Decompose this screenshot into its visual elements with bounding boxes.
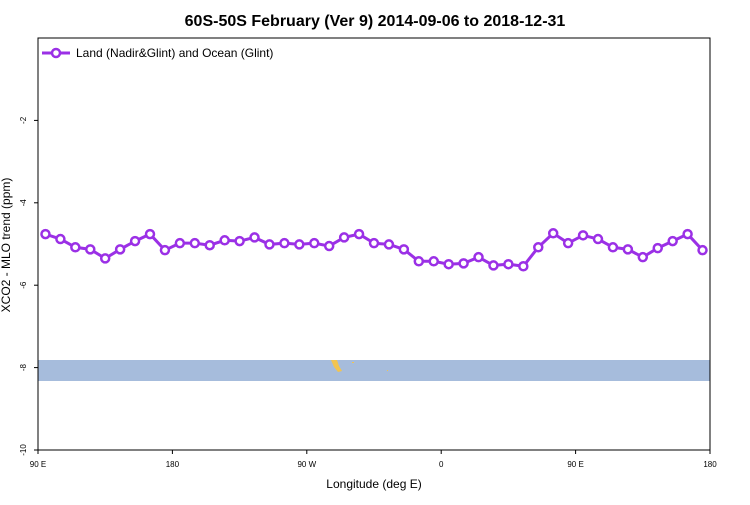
point	[338, 232, 350, 243]
point	[144, 228, 156, 240]
x-tick-label: 0	[439, 460, 444, 469]
point	[40, 228, 51, 240]
point	[114, 244, 126, 255]
x-tick-label: 90 E	[567, 460, 583, 469]
y-tick-label: -2	[19, 116, 28, 124]
point	[428, 256, 439, 267]
point	[518, 260, 529, 272]
point	[353, 228, 365, 240]
y-tick-label: -8	[19, 363, 28, 371]
point	[279, 237, 290, 249]
point	[85, 244, 96, 255]
point	[458, 258, 469, 269]
point	[473, 251, 484, 263]
legend-marker	[50, 47, 62, 59]
point	[323, 240, 335, 252]
point	[294, 239, 305, 250]
point	[70, 242, 81, 253]
land-patch	[331, 360, 342, 372]
point	[622, 244, 634, 255]
map-band	[38, 360, 710, 381]
point	[413, 256, 425, 267]
point	[533, 242, 544, 253]
point	[174, 237, 186, 249]
point	[547, 228, 559, 239]
point	[607, 242, 619, 253]
point	[129, 235, 141, 247]
point	[443, 258, 454, 270]
point	[577, 230, 589, 241]
point	[159, 244, 171, 256]
point	[562, 237, 574, 249]
y-axis-label: XCO2 - MLO trend (ppm)	[0, 178, 13, 313]
point	[503, 258, 514, 270]
point	[637, 251, 649, 263]
point	[309, 237, 320, 249]
point	[652, 242, 663, 254]
y-tick-label: -6	[19, 281, 28, 289]
x-tick-label: 90 W	[297, 460, 316, 469]
x-tick-label: 90 E	[30, 460, 46, 469]
x-tick-label: 180	[166, 460, 180, 469]
point	[383, 239, 395, 250]
point	[249, 232, 260, 243]
plot-frame	[37, 37, 711, 451]
point	[667, 235, 678, 247]
point	[219, 235, 230, 246]
point	[234, 235, 245, 247]
chart-title: 60S-50S February (Ver 9) 2014-09-06 to 2…	[185, 13, 566, 30]
x-axis-label: Longitude (deg E)	[326, 477, 421, 491]
point	[204, 239, 215, 251]
point	[592, 233, 604, 245]
point	[488, 260, 499, 271]
point	[368, 237, 380, 249]
land-patch	[387, 370, 388, 371]
point	[99, 253, 111, 264]
y-tick-label: -10	[19, 444, 28, 456]
point	[682, 228, 693, 240]
point	[697, 244, 708, 256]
legend-label: Land (Nadir&Glint) and Ocean (Glint)	[76, 46, 273, 60]
point	[264, 239, 275, 250]
point	[189, 237, 201, 249]
x-tick-label: 180	[703, 460, 717, 469]
point	[398, 244, 410, 255]
point	[55, 233, 66, 245]
land-patch	[352, 362, 354, 363]
y-tick-label: -4	[19, 199, 28, 207]
